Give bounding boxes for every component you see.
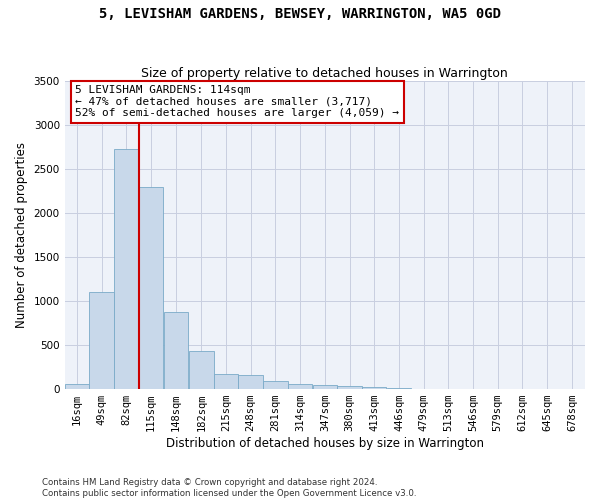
Bar (189, 351, 214, 389)
Bar (89, 292, 114, 389)
Text: Contains HM Land Registry data © Crown copyright and database right 2024.
Contai: Contains HM Land Registry data © Crown c… (42, 478, 416, 498)
Y-axis label: Number of detached properties: Number of detached properties (15, 142, 28, 328)
Bar (387, 388, 411, 389)
X-axis label: Distribution of detached houses by size in Warrington: Distribution of detached houses by size … (166, 437, 484, 450)
Text: 5, LEVISHAM GARDENS, BEWSEY, WARRINGTON, WA5 0GD: 5, LEVISHAM GARDENS, BEWSEY, WARRINGTON,… (99, 8, 501, 22)
Bar (214, 374, 238, 389)
Bar (139, 188, 163, 389)
Bar (164, 312, 188, 389)
Bar (313, 385, 337, 389)
Bar (263, 380, 287, 389)
Bar (238, 375, 263, 389)
Title: Size of property relative to detached houses in Warrington: Size of property relative to detached ho… (142, 66, 508, 80)
Bar (65, 384, 89, 389)
Bar (337, 386, 362, 389)
Bar (114, 148, 139, 389)
Bar (288, 384, 313, 389)
Text: 5 LEVISHAM GARDENS: 114sqm
← 47% of detached houses are smaller (3,717)
52% of s: 5 LEVISHAM GARDENS: 114sqm ← 47% of deta… (75, 86, 399, 118)
Bar (362, 387, 386, 389)
